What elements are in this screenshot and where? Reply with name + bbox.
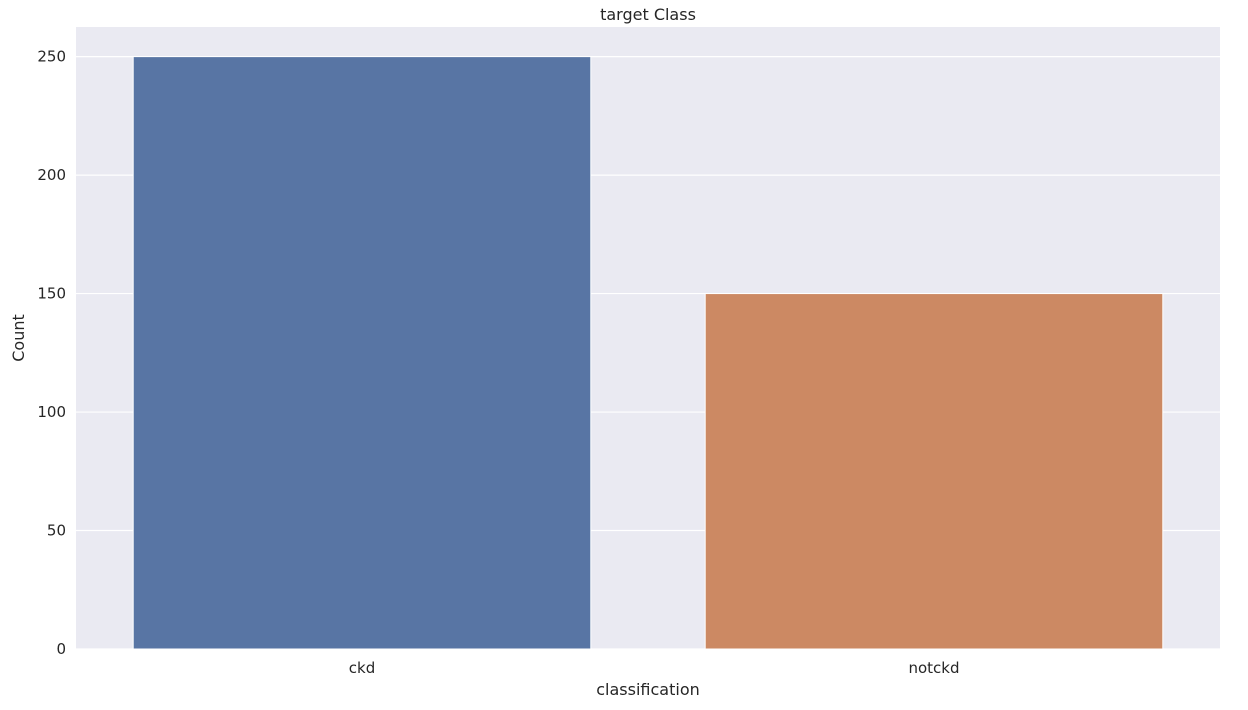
x-tick-labels: ckd notckd: [349, 659, 960, 677]
y-tick-label: 50: [47, 522, 66, 540]
y-tick-label: 250: [37, 48, 66, 66]
y-tick-label: 0: [56, 640, 66, 658]
x-tick-label: notckd: [908, 659, 959, 677]
bar-notckd: [704, 293, 1164, 650]
y-axis-label: Count: [9, 314, 28, 362]
y-tick-label: 150: [37, 285, 66, 303]
y-tick-labels: 0 50 100 150 200 250: [37, 48, 66, 658]
x-axis-label: classification: [596, 680, 700, 699]
bars: [132, 56, 1164, 650]
bar-ckd: [132, 56, 592, 650]
chart-title: target Class: [600, 5, 696, 24]
x-tick-label: ckd: [349, 659, 375, 677]
y-tick-label: 100: [37, 403, 66, 421]
y-tick-label: 200: [37, 166, 66, 184]
